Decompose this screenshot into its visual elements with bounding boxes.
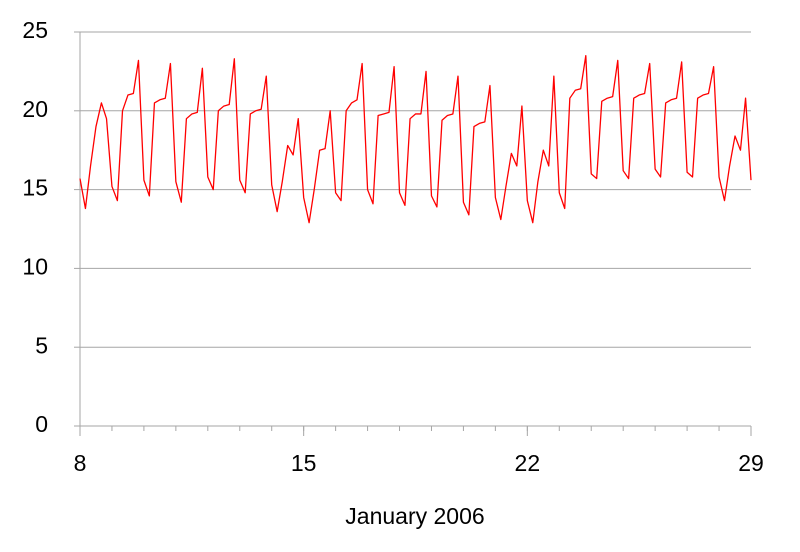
y-tick-label: 10 [22,253,48,279]
x-tick-label: 15 [291,450,317,476]
x-axis-label: January 2006 [345,503,484,529]
y-tick-label: 20 [22,96,48,122]
y-tick-label: 5 [35,332,48,358]
x-tick-label: 8 [74,450,87,476]
y-tick-label: 25 [22,17,48,43]
y-tick-label: 0 [35,411,48,437]
x-tick-label: 29 [738,450,764,476]
y-tick-label: 15 [22,175,48,201]
x-tick-label: 22 [515,450,541,476]
data-line [79,54,752,224]
